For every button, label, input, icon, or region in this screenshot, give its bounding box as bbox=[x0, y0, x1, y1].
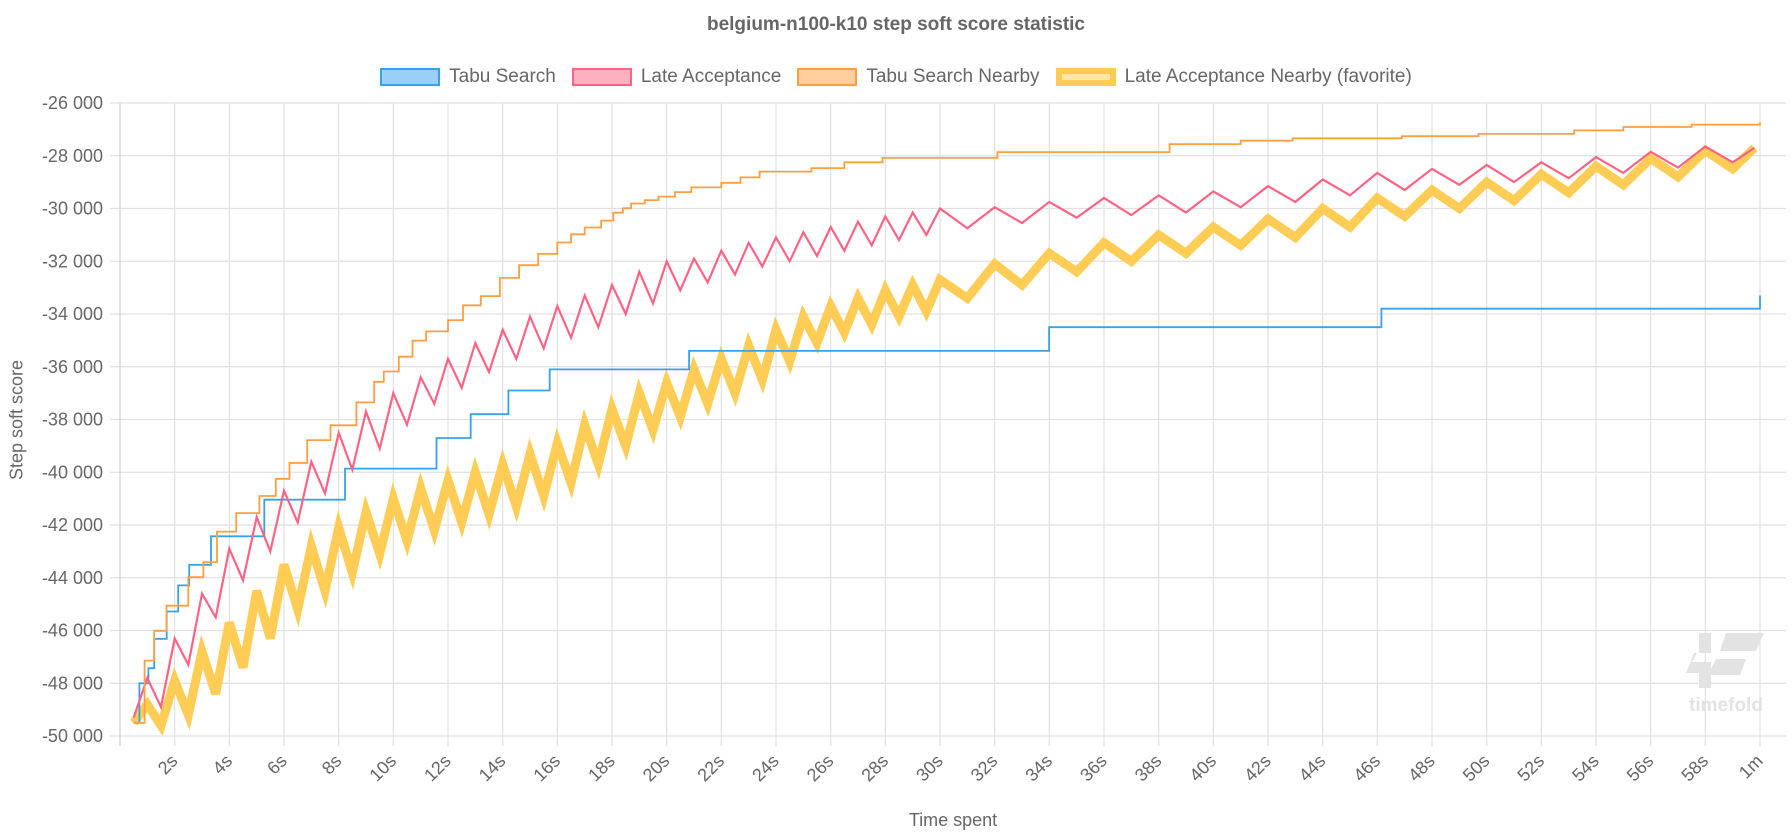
x-tick-label: 14s bbox=[475, 751, 510, 786]
x-tick-label: 32s bbox=[967, 751, 1002, 786]
x-tick-label: 54s bbox=[1568, 751, 1603, 786]
x-tick-label: 18s bbox=[584, 751, 619, 786]
y-tick-label: -28 000 bbox=[42, 146, 103, 166]
legend-item-late-acceptance-nearby[interactable]: Late Acceptance Nearby (favorite) bbox=[1055, 66, 1412, 88]
legend-item-late-acceptance[interactable]: Late Acceptance bbox=[571, 66, 782, 88]
x-tick-label: 50s bbox=[1459, 751, 1494, 786]
x-tick-label: 20s bbox=[639, 751, 674, 786]
x-tick-label: 58s bbox=[1677, 751, 1712, 786]
legend-swatch bbox=[380, 68, 441, 86]
legend-label: Tabu Search Nearby bbox=[866, 66, 1040, 87]
y-tick-label: -46 000 bbox=[42, 621, 103, 641]
x-tick-label: 36s bbox=[1076, 751, 1111, 786]
y-tick-label: -48 000 bbox=[42, 673, 103, 693]
y-axis-title: Step soft score bbox=[6, 359, 27, 481]
y-tick-label: -38 000 bbox=[42, 410, 103, 430]
chart-title: belgium-n100-k10 step soft score statist… bbox=[706, 14, 1085, 35]
y-tick-label: -50 000 bbox=[42, 726, 103, 746]
x-tick-label: 42s bbox=[1240, 751, 1275, 786]
timefold-logo-icon bbox=[1686, 633, 1764, 688]
legend-label: Late Acceptance bbox=[640, 66, 782, 87]
x-tick-label: 30s bbox=[912, 751, 947, 786]
legend-swatch bbox=[1055, 68, 1116, 86]
x-tick-label: 34s bbox=[1021, 751, 1056, 786]
legend-item-tabu-search[interactable]: Tabu Search bbox=[380, 66, 556, 88]
x-tick-label: 22s bbox=[693, 751, 728, 786]
y-tick-label: -26 000 bbox=[42, 93, 103, 113]
y-tick-label: -40 000 bbox=[42, 462, 103, 482]
legend-label: Tabu Search bbox=[449, 66, 556, 87]
x-tick-label: 16s bbox=[529, 751, 564, 786]
x-tick-label: 12s bbox=[420, 751, 455, 786]
x-tick-label: 10s bbox=[365, 751, 400, 786]
series-line-tabu-search-nearby bbox=[133, 122, 1761, 724]
x-tick-label: 52s bbox=[1513, 751, 1548, 786]
x-tick-label: 2s bbox=[154, 751, 182, 779]
x-tick-label: 8s bbox=[318, 751, 346, 779]
x-tick-label: 6s bbox=[263, 751, 291, 779]
x-tick-label: 38s bbox=[1131, 751, 1166, 786]
x-tick-label: 4s bbox=[209, 751, 237, 779]
x-tick-label: 24s bbox=[748, 751, 783, 786]
series-line-late-acceptance bbox=[132, 145, 1756, 718]
y-tick-label: -30 000 bbox=[42, 199, 103, 219]
legend-swatch bbox=[571, 68, 632, 86]
legend-item-tabu-search-nearby[interactable]: Tabu Search Nearby bbox=[797, 66, 1040, 88]
series-line-late-acceptance-nearby-favorite bbox=[130, 144, 1758, 737]
y-tick-label: -42 000 bbox=[42, 515, 103, 535]
x-tick-label: 46s bbox=[1349, 751, 1384, 786]
x-tick-label: 44s bbox=[1295, 751, 1330, 786]
x-tick-label: 1m bbox=[1735, 751, 1767, 783]
legend-swatch bbox=[797, 68, 858, 86]
legend-label: Late Acceptance Nearby (favorite) bbox=[1124, 66, 1412, 87]
y-tick-label: -36 000 bbox=[42, 357, 103, 377]
y-tick-label: -32 000 bbox=[42, 251, 103, 271]
legend: Tabu Search Late Acceptance Tabu Search … bbox=[0, 66, 1792, 88]
x-axis-title: Time spent bbox=[908, 810, 998, 830]
x-tick-label: 26s bbox=[803, 751, 838, 786]
y-tick-label: -44 000 bbox=[42, 568, 103, 588]
x-tick-label: 40s bbox=[1185, 751, 1220, 786]
timefold-watermark: timefold bbox=[1686, 633, 1766, 717]
x-tick-label: 28s bbox=[857, 751, 892, 786]
x-tick-label: 56s bbox=[1623, 751, 1658, 786]
watermark-text: timefold bbox=[1689, 695, 1763, 716]
y-tick-label: -34 000 bbox=[42, 304, 103, 324]
series-line-tabu-search bbox=[133, 295, 1761, 724]
x-tick-label: 48s bbox=[1404, 751, 1439, 786]
